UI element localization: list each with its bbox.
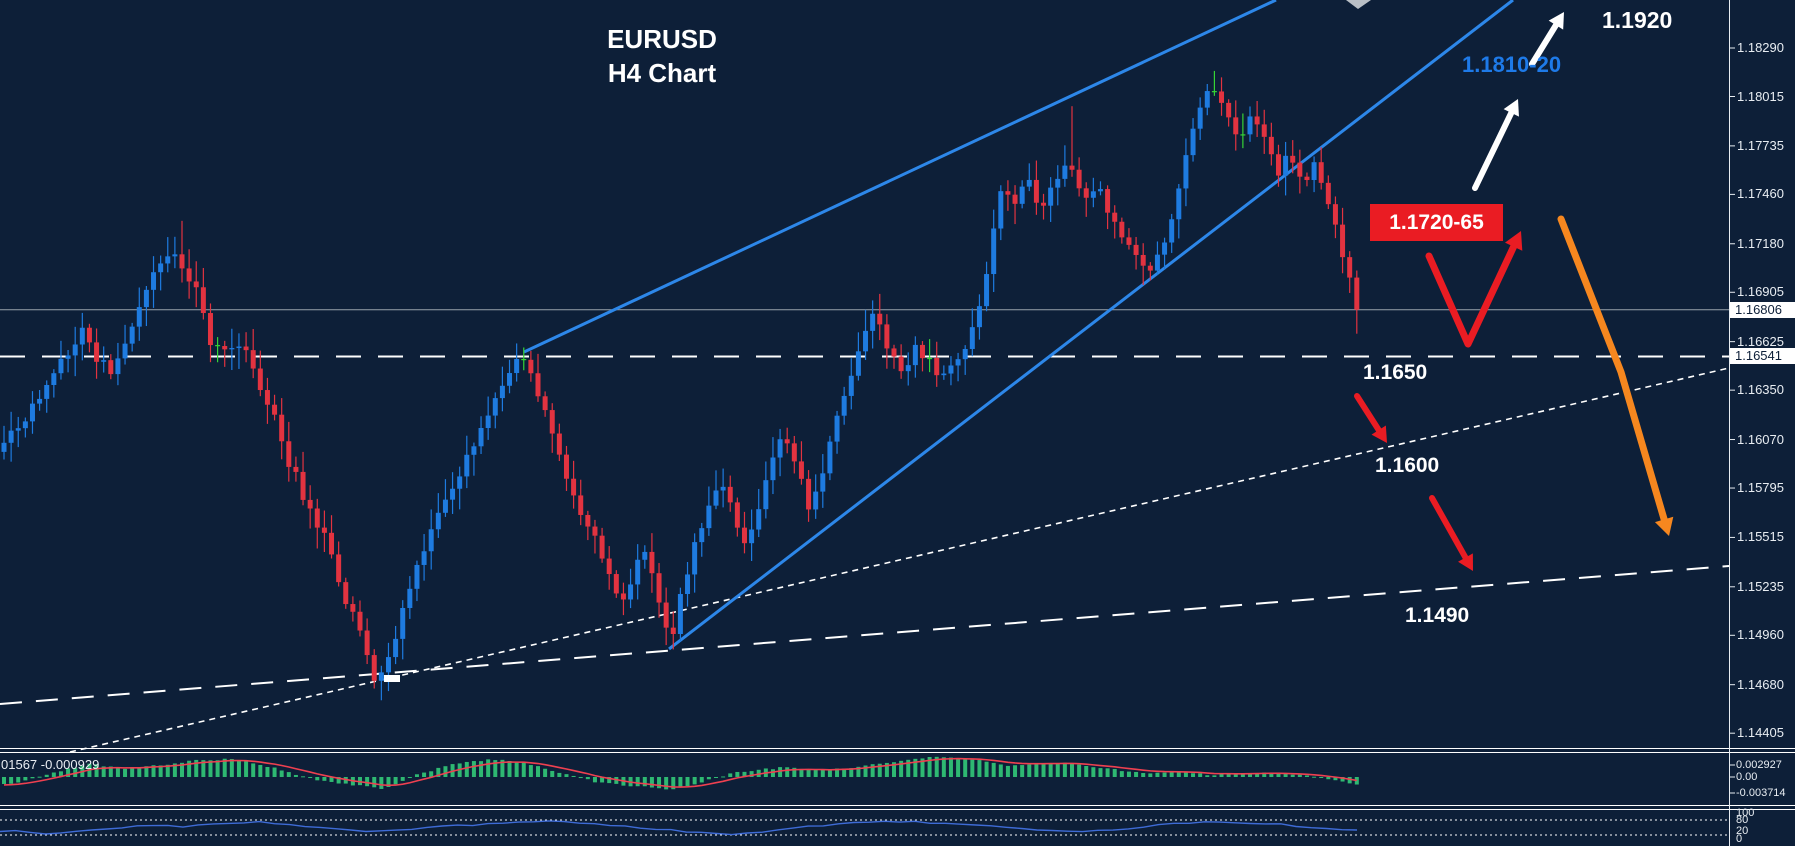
target-price-label[interactable]: 1.1920 [1602, 7, 1673, 33]
axis-price-label: 1.14680 [1737, 676, 1784, 692]
oscillator-scale-label: 80 [1736, 814, 1749, 826]
axis-price-label: 1.15515 [1737, 529, 1784, 545]
resistance-zone-label[interactable]: 1.1810-20 [1462, 52, 1562, 77]
axis-price-label: 1.14405 [1737, 725, 1784, 741]
axis-price-label: 1.16350 [1737, 382, 1784, 398]
bearish-target-arrow[interactable] [1429, 495, 1473, 571]
axis-price-label: 1.18015 [1737, 88, 1784, 104]
axis-price-label: 1.16625 [1737, 333, 1784, 349]
long-dash-support-trendline [0, 565, 1730, 705]
fine-dash-support-trendline [69, 367, 1730, 753]
trendline-anchor-marker [384, 675, 400, 682]
axis-price-label: 1.14960 [1737, 627, 1784, 643]
macd-signal-line [3, 757, 1357, 788]
macd-scale-label: 0.002927 [1736, 759, 1782, 771]
bullish-projection-arrow[interactable] [1472, 99, 1519, 191]
pullback-projection-arrow[interactable] [1425, 231, 1523, 348]
axis-price-label: 1.16070 [1737, 431, 1784, 447]
support-level-1650-label[interactable]: 1.1650 [1363, 361, 1428, 384]
supply-zone-box[interactable]: 1.1720-65 [1370, 204, 1503, 241]
macd-scale-label: 0.00 [1736, 771, 1758, 783]
axis-price-label: 1.17735 [1737, 137, 1784, 153]
dashed-level-price-tag: 1.16541 [1730, 348, 1795, 365]
axis-price-label: 1.15235 [1737, 578, 1784, 594]
chart-title: EURUSD H4 Chart [537, 22, 787, 90]
oscillator-indicator [0, 819, 1729, 836]
chart-title-symbol: EURUSD [607, 24, 717, 54]
oscillator-scale-label: 0 [1736, 833, 1743, 845]
support-level-1600-label[interactable]: 1.1600 [1375, 454, 1440, 477]
chart-title-timeframe: H4 Chart [607, 58, 717, 88]
oscillator-scale-label: 100 [1736, 807, 1755, 819]
axis-price-label: 1.15795 [1737, 480, 1784, 496]
axis-price-label: 1.17180 [1737, 235, 1784, 251]
macd-value-readout: 01567 -0.000929 [1, 757, 100, 772]
candles-layer [1, 70, 1360, 701]
oscillator-scale-label: 20 [1736, 825, 1749, 837]
axis-price-label: 1.17460 [1737, 186, 1784, 202]
chart-shift-marker [1346, 0, 1371, 9]
current-price-tag: 1.16806 [1730, 301, 1795, 318]
macd-scale-label: -0.003714 [1736, 787, 1786, 799]
macd-indicator [2, 756, 1359, 790]
support-level-1490-label[interactable]: 1.1490 [1405, 604, 1470, 627]
channel-lower-line [668, 0, 1514, 651]
bearish-scenario-arrow[interactable] [1557, 215, 1674, 536]
axis-price-label: 1.16905 [1737, 284, 1784, 300]
bearish-target-arrow[interactable] [1354, 393, 1387, 443]
channel-upper-line [523, 0, 1277, 354]
bullish-projection-arrow[interactable] [1529, 12, 1564, 67]
axis-price-label: 1.18290 [1737, 40, 1784, 55]
oscillator-line [0, 820, 1358, 836]
